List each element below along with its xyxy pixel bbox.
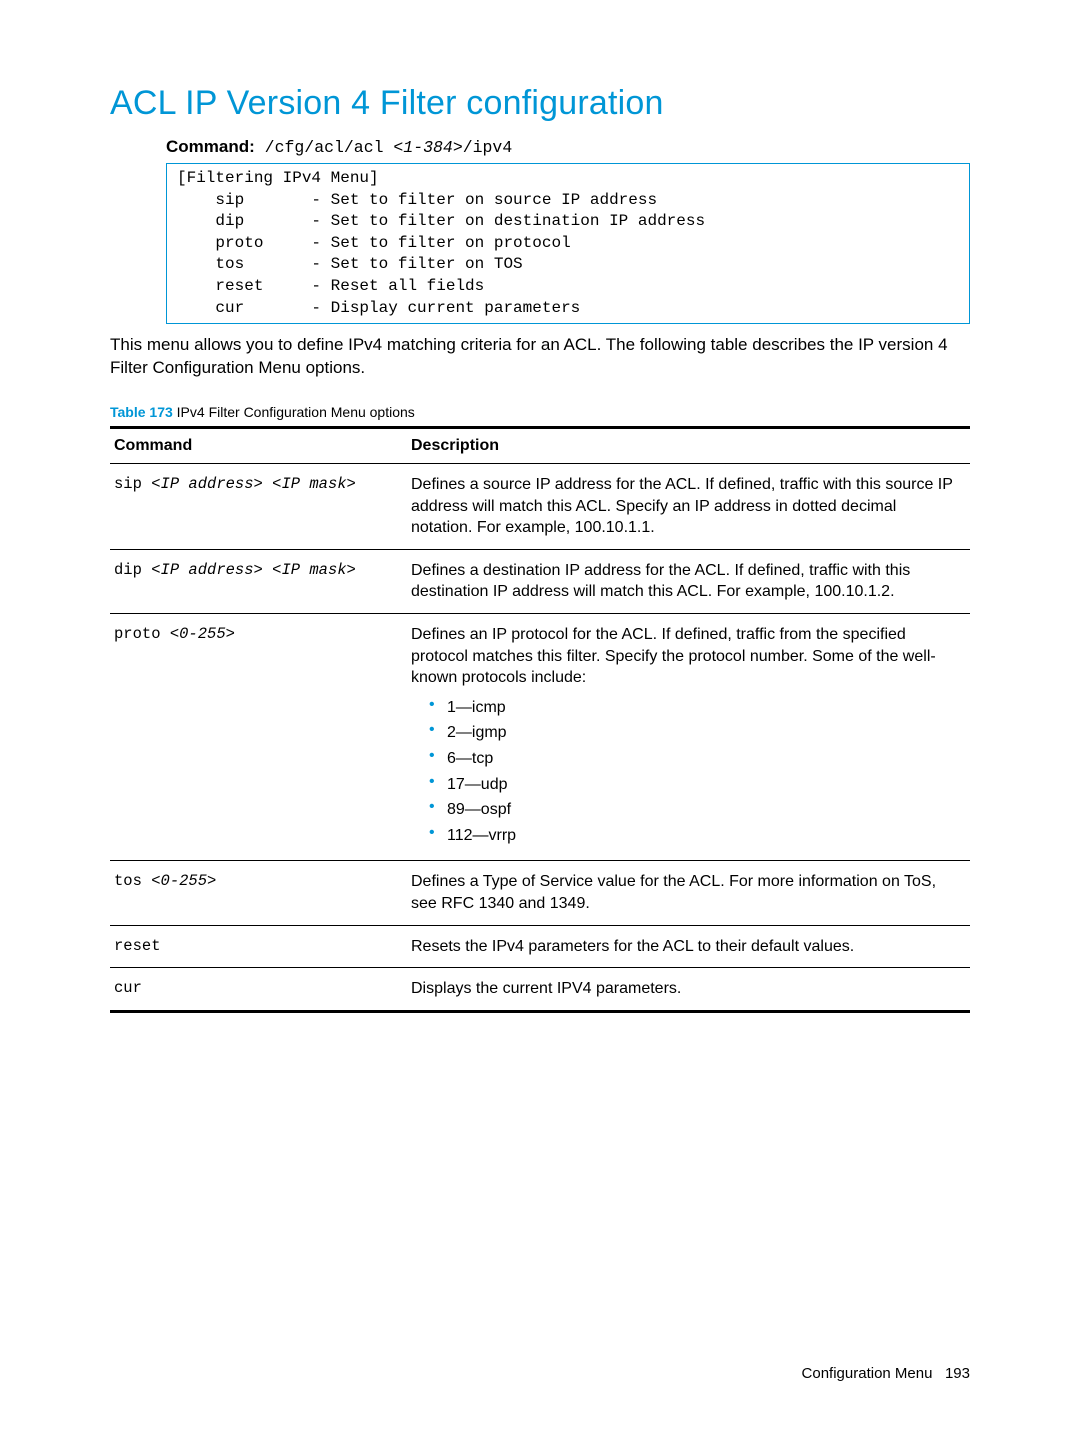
table-row: proto <0-255> Defines an IP protocol for…	[110, 614, 970, 861]
cmd-arg: <IP address> <IP mask>	[151, 475, 356, 493]
table-caption: Table 173 IPv4 Filter Configuration Menu…	[110, 404, 970, 420]
table-number: Table 173	[110, 404, 173, 420]
desc-cell: Resets the IPv4 parameters for the ACL t…	[407, 925, 970, 968]
page-footer: Configuration Menu 193	[802, 1365, 970, 1382]
protocol-list-item: 6—tcp	[429, 748, 962, 770]
cmd-arg: <IP address> <IP mask>	[151, 561, 356, 579]
cmd-text: dip	[114, 561, 151, 579]
table-row: tos <0-255> Defines a Type of Service va…	[110, 861, 970, 925]
col-header-command: Command	[110, 428, 407, 464]
desc-text: Defines an IP protocol for the ACL. If d…	[411, 626, 936, 686]
footer-page-number: 193	[945, 1365, 970, 1382]
page-content: ACL IP Version 4 Filter configuration Co…	[0, 0, 1080, 1013]
desc-cell: Defines a Type of Service value for the …	[407, 861, 970, 925]
protocol-list-item: 2—igmp	[429, 722, 962, 744]
desc-cell: Defines a source IP address for the ACL.…	[407, 464, 970, 550]
cmd-text: sip	[114, 475, 151, 493]
cmd-cell: dip <IP address> <IP mask>	[110, 549, 407, 613]
desc-cell: Defines a destination IP address for the…	[407, 549, 970, 613]
protocol-list-item: 112—vrrp	[429, 825, 962, 847]
col-header-description: Description	[407, 428, 970, 464]
command-path-prefix: /cfg/acl/acl	[255, 138, 394, 157]
protocol-list-item: 17—udp	[429, 774, 962, 796]
command-path-suffix: /ipv4	[463, 138, 513, 157]
cmd-text: proto	[114, 625, 170, 643]
table-caption-text: IPv4 Filter Configuration Menu options	[173, 404, 415, 420]
table-row: dip <IP address> <IP mask> Defines a des…	[110, 549, 970, 613]
table-row: sip <IP address> <IP mask> Defines a sou…	[110, 464, 970, 550]
intro-paragraph: This menu allows you to define IPv4 matc…	[110, 334, 970, 380]
cmd-cell: sip <IP address> <IP mask>	[110, 464, 407, 550]
table-row: cur Displays the current IPV4 parameters…	[110, 968, 970, 1012]
cmd-cell: proto <0-255>	[110, 614, 407, 861]
page-title: ACL IP Version 4 Filter configuration	[110, 84, 970, 123]
command-label: Command:	[166, 137, 255, 156]
protocol-list-item: 1—icmp	[429, 697, 962, 719]
cmd-cell: tos <0-255>	[110, 861, 407, 925]
cmd-arg: <0-255>	[170, 625, 235, 643]
footer-section: Configuration Menu	[802, 1365, 933, 1382]
cmd-text: tos	[114, 872, 151, 890]
desc-cell: Displays the current IPV4 parameters.	[407, 968, 970, 1012]
command-line: Command: /cfg/acl/acl <1-384>/ipv4	[166, 137, 970, 157]
desc-cell: Defines an IP protocol for the ACL. If d…	[407, 614, 970, 861]
protocol-list-item: 89—ospf	[429, 799, 962, 821]
cmd-cell: reset	[110, 925, 407, 968]
protocol-list: 1—icmp 2—igmp 6—tcp 17—udp 89—ospf 112—vrrp	[411, 697, 962, 847]
table-header-row: Command Description	[110, 428, 970, 464]
cmd-cell: cur	[110, 968, 407, 1012]
config-table: Command Description sip <IP address> <IP…	[110, 426, 970, 1013]
command-arg: <1-384>	[393, 138, 462, 157]
table-row: reset Resets the IPv4 parameters for the…	[110, 925, 970, 968]
cmd-arg: <0-255>	[151, 872, 216, 890]
filtering-menu-box: [Filtering IPv4 Menu] sip - Set to filte…	[166, 163, 970, 324]
